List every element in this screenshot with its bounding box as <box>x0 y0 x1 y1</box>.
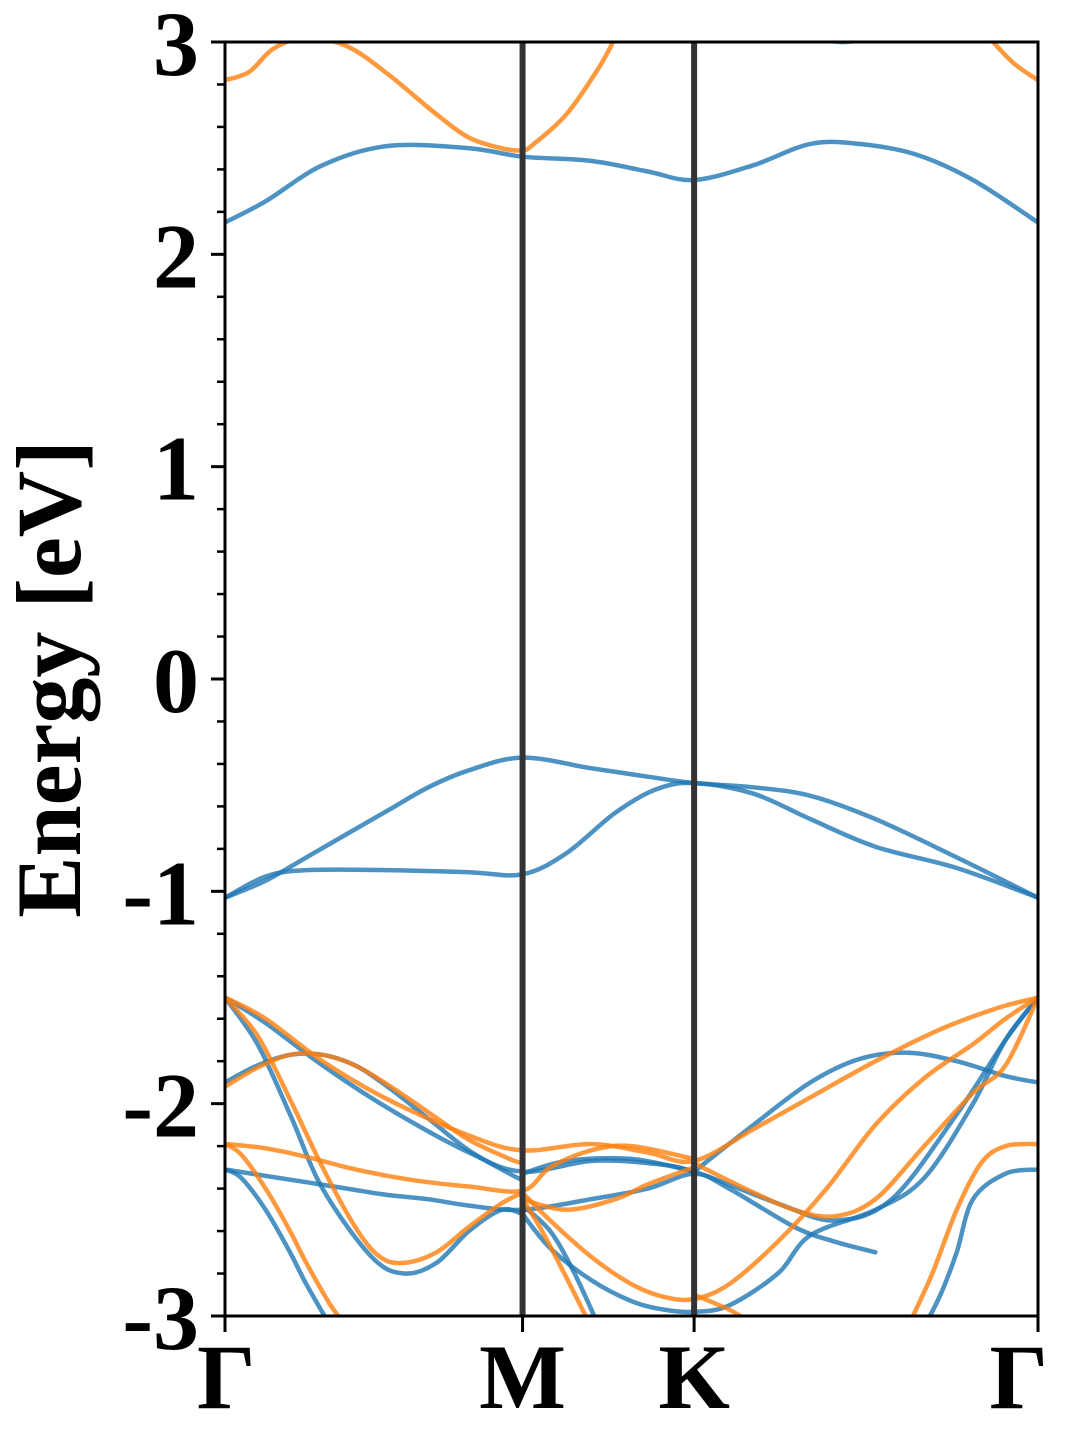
high-symmetry-lines <box>519 42 698 1316</box>
band-down-21 <box>225 1141 697 1194</box>
x-tick-label-3: Γ <box>989 1326 1048 1428</box>
band-down-16 <box>225 995 1038 1165</box>
x-tick-label-2: K <box>658 1326 730 1428</box>
y-tick-label-3: 0 <box>153 630 199 732</box>
band-up-0 <box>225 139 1038 225</box>
band-down-17 <box>225 1051 525 1166</box>
y-tick-label-0: -3 <box>122 1267 199 1369</box>
band-down-22 <box>520 1165 697 1213</box>
band-lines <box>225 42 1038 1316</box>
band-down-19 <box>225 995 525 1266</box>
x-tick-label-1: M <box>479 1326 566 1428</box>
band-down-20 <box>520 995 1038 1303</box>
band-down-24 <box>225 1141 342 1316</box>
band-up-5 <box>691 1050 1038 1174</box>
band-up-10 <box>520 1155 697 1176</box>
band-up-12 <box>927 1167 1038 1316</box>
y-tick-label-6: 3 <box>153 0 199 95</box>
band-up-2 <box>225 780 1038 900</box>
band-down-23 <box>691 1292 745 1316</box>
band-down-18 <box>691 995 1038 1219</box>
band-down-15 <box>990 42 1038 83</box>
band-down-26 <box>520 1196 589 1316</box>
y-tick-label-4: 1 <box>153 418 199 520</box>
band-up-7 <box>520 995 1038 1315</box>
y-axis-label: Energy [eV] <box>0 440 100 918</box>
band-down-14 <box>225 42 616 153</box>
band-up-1 <box>225 755 1038 900</box>
y-tick-label-1: -2 <box>122 1055 199 1157</box>
y-tick-label-5: 2 <box>153 205 199 307</box>
band-up-6 <box>225 995 525 1276</box>
y-axis-ticks: -3 -2 -1 0 1 2 3 <box>122 0 225 1369</box>
plot-frame <box>223 40 1040 1318</box>
band-down-25 <box>910 1141 1038 1316</box>
band-up-9 <box>225 1167 328 1316</box>
y-tick-label-2: -1 <box>122 842 199 944</box>
x-tick-label-0: Γ <box>197 1326 256 1428</box>
